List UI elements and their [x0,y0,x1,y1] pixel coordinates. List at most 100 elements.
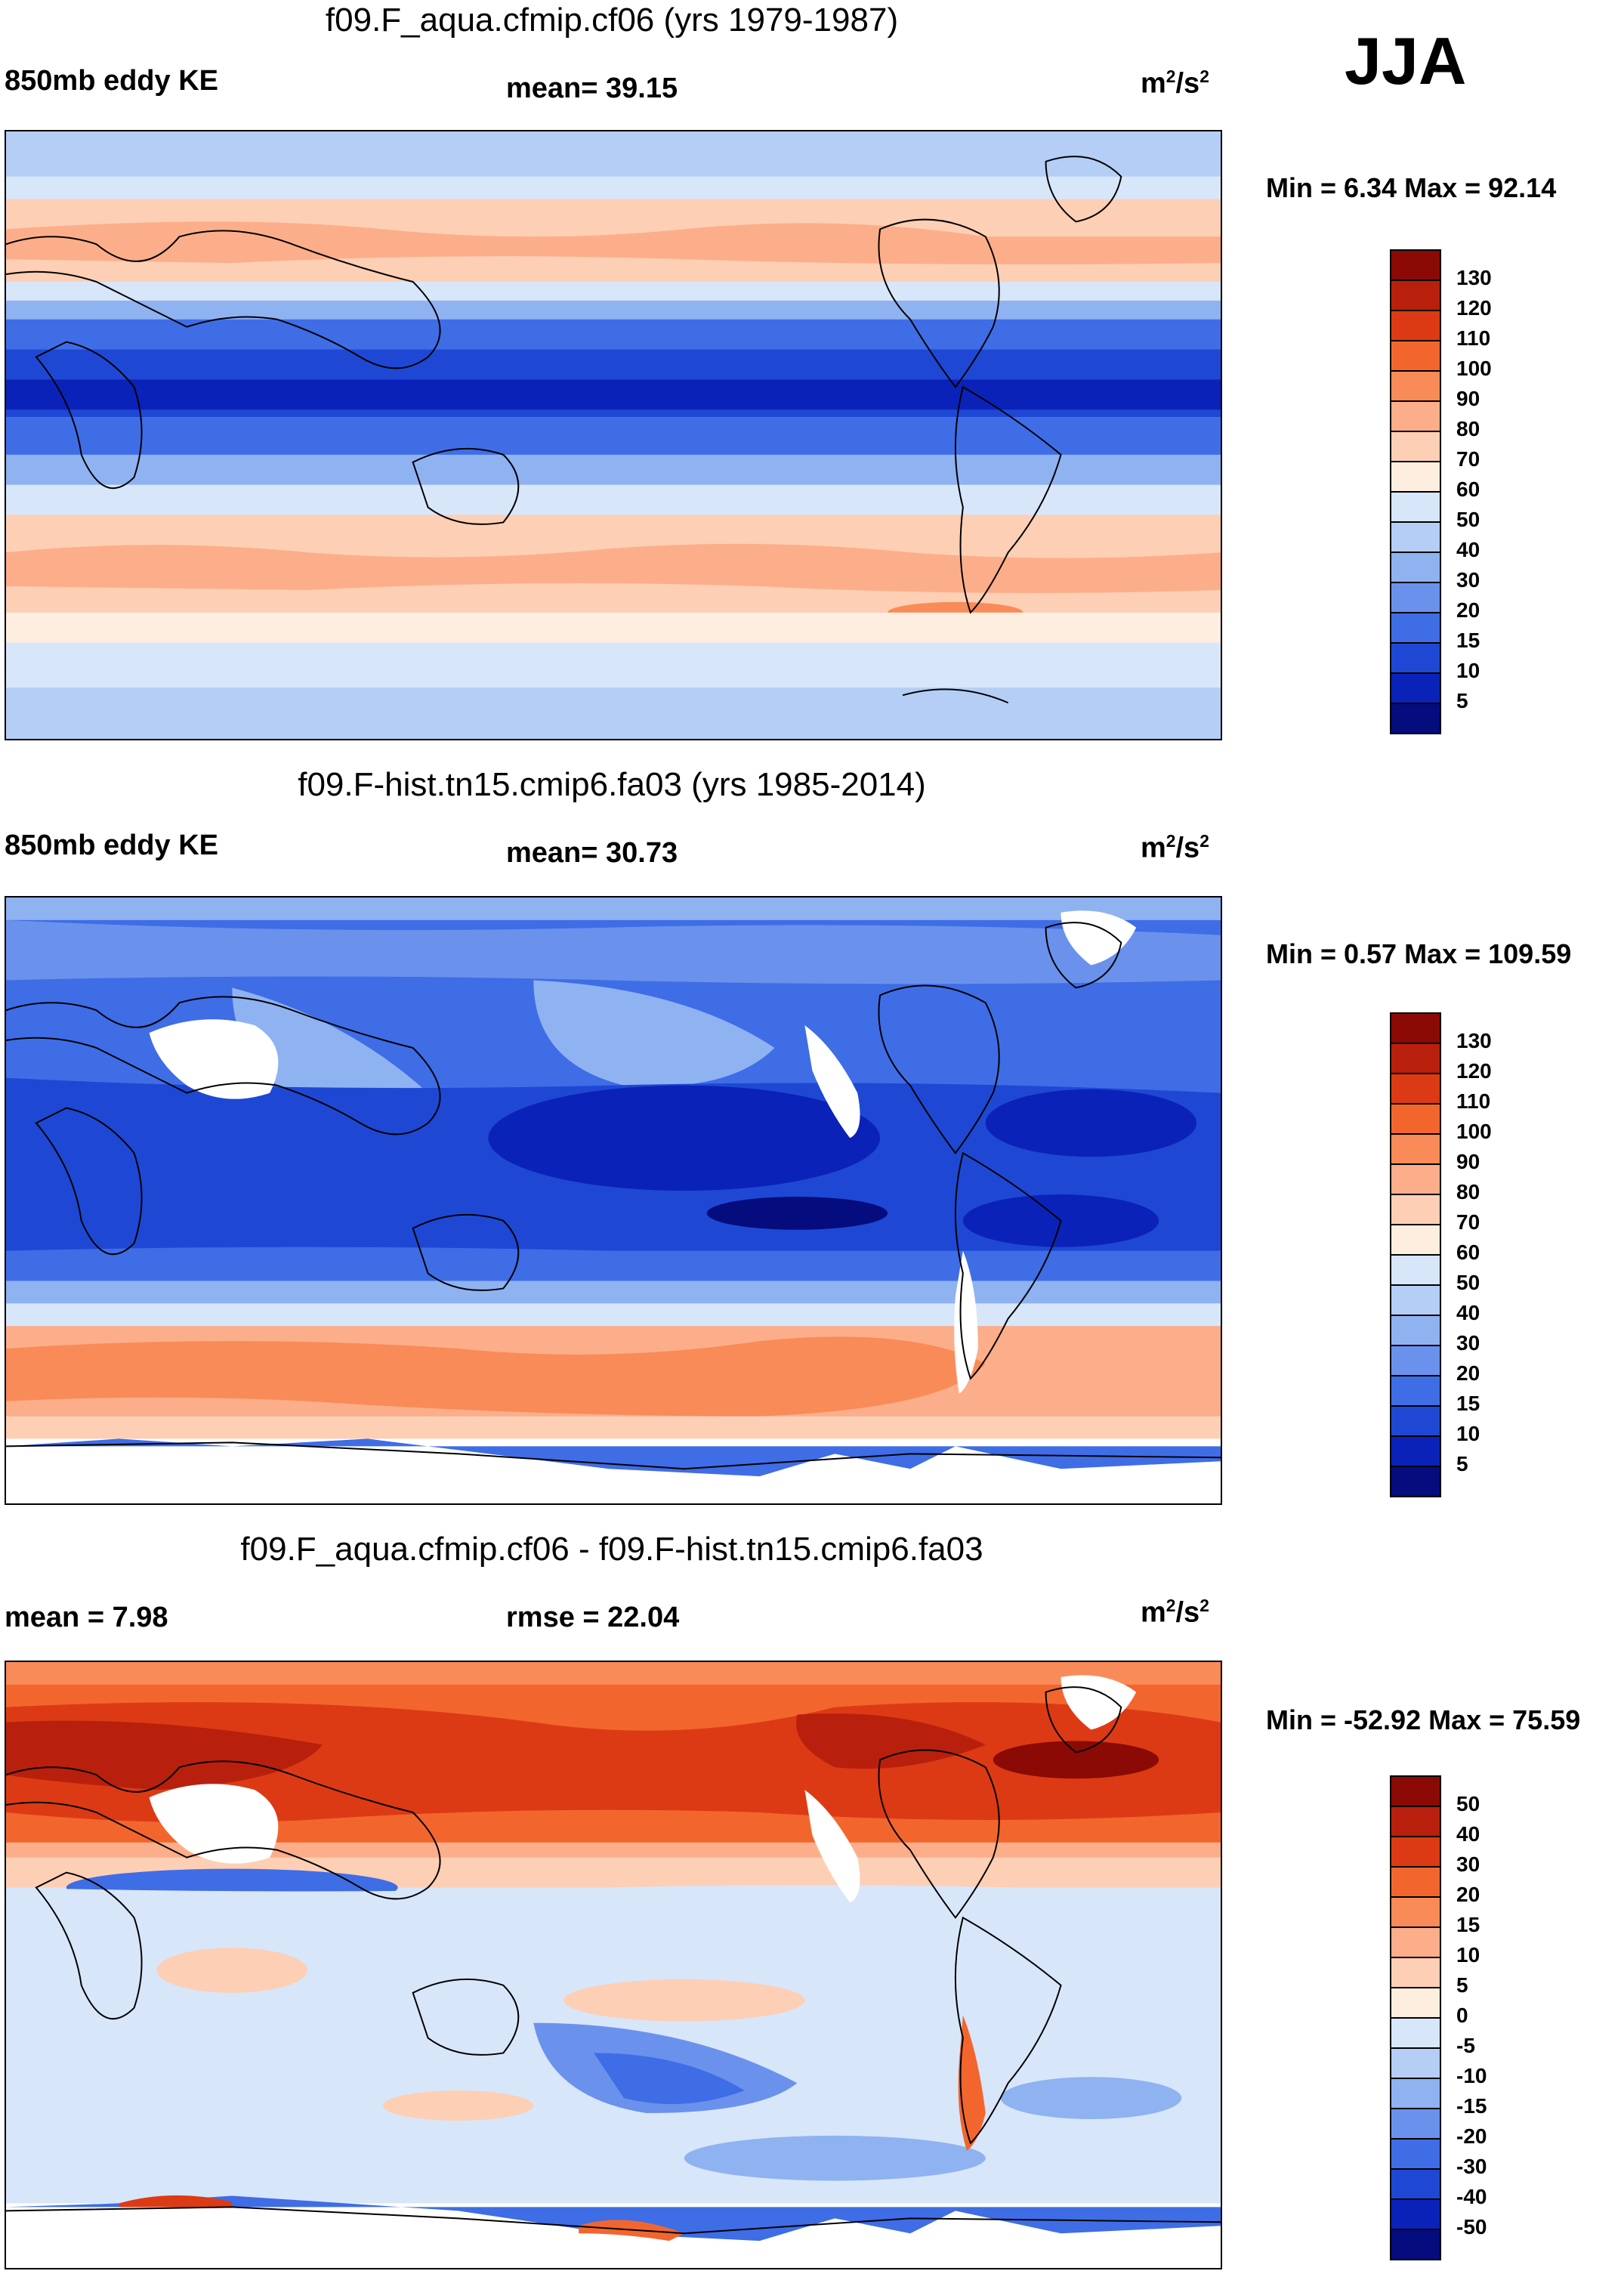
colorbar-label: 20 [1456,1883,1480,1906]
panel-3-map [5,1661,1222,2269]
colorbar-swatch [1390,1866,1441,1898]
colorbar-swatch [1390,1133,1441,1165]
colorbar-label: 15 [1456,1913,1480,1936]
colorbar-label: 50 [1456,1792,1480,1815]
colorbar-swatch [1390,1836,1441,1868]
colorbar-swatch [1390,672,1441,704]
colorbar-swatch [1390,370,1441,402]
colorbar-swatch [1390,491,1441,523]
colorbar-label: 90 [1456,1150,1480,1173]
panel-2-minmax: Min = 0.57 Max = 109.59 [1266,938,1572,969]
panel-1-title: f09.F_aqua.cfmip.cf06 (yrs 1979-1987) [325,2,899,39]
panel-3-mean-label: mean = 7.98 [5,1602,168,1633]
panel-2-colorbar: 130 120 110 100 90 80 70 60 50 40 30 20 15 10 5 [1390,1012,1541,1497]
colorbar-swatch [1390,310,1441,341]
colorbar-label: 60 [1456,477,1480,501]
colorbar-label: 15 [1456,629,1480,652]
colorbar-swatch [1390,1435,1441,1467]
colorbar-label: 20 [1456,598,1480,622]
colorbar-swatch [1390,1315,1441,1346]
colorbar-swatch [1390,552,1441,583]
colorbar-label: 5 [1456,1973,1468,1997]
colorbar-swatch [1390,2138,1441,2170]
colorbar-swatch [1390,400,1441,432]
colorbar-label: 50 [1456,1271,1480,1294]
colorbar-label: 40 [1456,1301,1480,1324]
season-label: JJA [1345,23,1467,98]
panel-1-field-label: 850mb eddy KE [5,65,218,97]
colorbar-swatch [1390,461,1441,493]
colorbar-swatch [1390,280,1441,311]
colorbar-label: 10 [1456,1943,1480,1967]
panel-2-map-field [6,898,1221,1503]
colorbar-swatch [1390,1224,1441,1256]
panel-2-units: m2/s2 [1141,831,1209,864]
panel-2-field-label: 850mb eddy KE [5,830,218,861]
colorbar-label: 5 [1456,1452,1468,1475]
colorbar-label: 90 [1456,387,1480,410]
colorbar-swatch [1390,521,1441,553]
panel-3-units: m2/s2 [1141,1596,1209,1629]
colorbar-swatch [1390,2198,1441,2230]
colorbar-label: 5 [1456,689,1468,712]
colorbar-swatch [1390,1405,1441,1437]
colorbar-label: 0 [1456,2004,1468,2027]
colorbar-label: 110 [1456,326,1491,350]
colorbar-swatch [1390,1375,1441,1407]
colorbar-swatch [1390,1254,1441,1286]
panel-3-minmax: Min = -52.92 Max = 75.59 [1266,1704,1581,1735]
colorbar-label: -20 [1456,2124,1487,2148]
colorbar-label: 30 [1456,1852,1480,1876]
colorbar-label: 120 [1456,1059,1492,1083]
panel-1-colorbar: 130 120 110 100 90 80 70 60 50 40 30 20 15 10 5 [1390,249,1541,734]
colorbar-swatch [1390,2229,1441,2260]
colorbar-swatch [1390,582,1441,613]
colorbar-swatch [1390,1957,1441,1988]
colorbar-swatch [1390,431,1441,462]
colorbar-swatch [1390,1345,1441,1376]
colorbar-swatch [1390,1806,1441,1837]
colorbar-swatch [1390,1466,1441,1497]
colorbar-label: 40 [1456,538,1480,561]
colorbar-label: 80 [1456,417,1480,440]
colorbar-swatch [1390,249,1441,281]
colorbar-swatch [1390,2108,1441,2140]
colorbar-label: 20 [1456,1361,1480,1385]
colorbar-label: 70 [1456,447,1480,471]
colorbar-label: -40 [1456,2185,1487,2208]
panel-2-map [5,896,1222,1505]
colorbar-label: 50 [1456,508,1480,531]
colorbar-swatch [1390,1284,1441,1316]
colorbar-label: 100 [1456,357,1492,380]
colorbar-label: 10 [1456,659,1480,682]
colorbar-swatch [1390,1103,1441,1135]
panel-3-map-field [6,1662,1221,2268]
colorbar-swatch [1390,340,1441,372]
colorbar-swatch [1390,1043,1441,1074]
colorbar-label: 100 [1456,1120,1492,1143]
panel-3-rmse-label: rmse = 22.04 [506,1602,680,1633]
colorbar-label: 70 [1456,1210,1480,1234]
panel-2-title: f09.F-hist.tn15.cmip6.fa03 (yrs 1985-201… [298,766,926,803]
colorbar-swatch [1390,1012,1441,1044]
colorbar-swatch [1390,1926,1441,1958]
panel-1-minmax: Min = 6.34 Max = 92.14 [1266,172,1557,203]
panel-1-units: m2/s2 [1141,66,1209,100]
colorbar-label: -15 [1456,2094,1487,2118]
colorbar-swatch [1390,1073,1441,1105]
colorbar-swatch [1390,2017,1441,2049]
colorbar-swatch [1390,1163,1441,1195]
panel-1-mean-label: mean= 39.15 [506,73,678,104]
panel-2-mean-label: mean= 30.73 [506,837,678,869]
panel-3-title: f09.F_aqua.cfmip.cf06 - f09.F-hist.tn15.… [240,1531,983,1568]
colorbar-label: 30 [1456,568,1480,592]
colorbar-label: 30 [1456,1331,1480,1355]
panel-1-map [5,130,1222,740]
colorbar-label: 60 [1456,1241,1480,1264]
colorbar-label: -30 [1456,2155,1487,2178]
colorbar-swatch [1390,1775,1441,1807]
colorbar-swatch [1390,1896,1441,1928]
colorbar-label: 110 [1456,1089,1491,1113]
colorbar-swatch [1390,1987,1441,2019]
colorbar-swatch [1390,2047,1441,2079]
